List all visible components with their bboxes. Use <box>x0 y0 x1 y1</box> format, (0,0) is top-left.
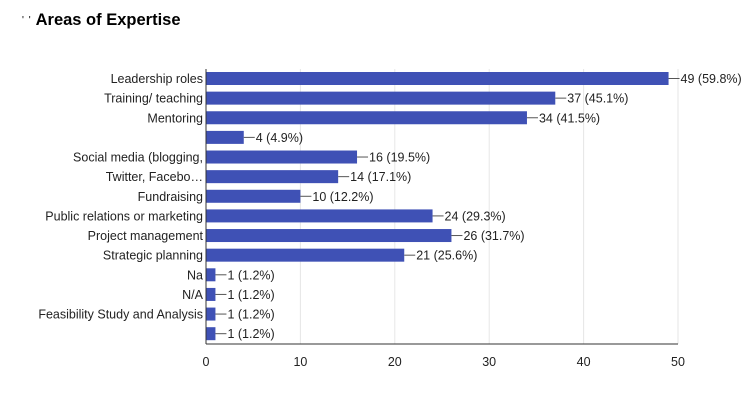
bar <box>206 91 556 105</box>
data-label: 16 (19.5%) <box>369 151 430 165</box>
title-prefix: ' ' <box>22 14 32 26</box>
bar <box>206 130 244 144</box>
x-tick-label: 0 <box>203 355 210 369</box>
label-layer: 49 (59.8%) Leadership roles 37 (45.1%) Trai… <box>38 72 741 341</box>
bar <box>206 268 216 282</box>
data-label: 1 (1.2%) <box>227 327 274 341</box>
x-tick-label: 30 <box>482 355 496 369</box>
bar <box>206 150 358 164</box>
category-label: Fundraising <box>138 190 203 204</box>
category-label: Na <box>187 268 203 282</box>
x-tick-label: 10 <box>293 355 307 369</box>
chart-title: Areas of Expertise <box>35 10 181 29</box>
data-label: 26 (31.7%) <box>463 229 524 243</box>
bar <box>206 229 452 243</box>
category-label: Strategic planning <box>103 249 203 263</box>
x-tick-label: 50 <box>671 355 685 369</box>
bar <box>206 189 301 203</box>
data-label: 1 (1.2%) <box>227 268 274 282</box>
data-label: 1 (1.2%) <box>227 288 274 302</box>
data-label: 37 (45.1%) <box>567 92 628 106</box>
x-tick-label: 40 <box>577 355 591 369</box>
bar <box>206 209 433 223</box>
bar <box>206 170 339 184</box>
category-label: Project management <box>88 229 204 243</box>
x-tick-label: 20 <box>388 355 402 369</box>
grid-layer <box>205 69 679 344</box>
bar <box>206 287 216 301</box>
data-label: 21 (25.6%) <box>416 249 477 263</box>
category-label: Mentoring <box>147 111 203 125</box>
category-label: Public relations or marketing <box>45 209 203 223</box>
category-label: Feasibility Study and Analysis <box>38 308 203 322</box>
category-label: Leadership roles <box>111 72 203 86</box>
category-label: Twitter, Facebo… <box>106 170 203 184</box>
data-label: 10 (12.2%) <box>312 190 373 204</box>
data-label: 34 (41.5%) <box>539 111 600 125</box>
title-row: ' ' Areas of Expertise <box>22 9 181 31</box>
category-label: Social media (blogging, <box>73 151 203 165</box>
axis-layer: 0 10 20 30 40 50 <box>203 69 685 369</box>
bar <box>206 72 669 85</box>
data-label: 24 (29.3%) <box>445 209 506 223</box>
data-label: 49 (59.8%) <box>681 72 742 86</box>
data-label: 1 (1.2%) <box>227 308 274 322</box>
bar <box>206 327 216 341</box>
data-label: 4 (4.9%) <box>256 131 303 145</box>
bar-layer <box>206 72 669 341</box>
bar <box>206 307 216 321</box>
data-label: 14 (17.1%) <box>350 170 411 184</box>
category-label: Training/ teaching <box>104 92 203 106</box>
category-label: N/A <box>182 288 204 302</box>
bar <box>206 111 527 125</box>
bar <box>206 248 405 262</box>
